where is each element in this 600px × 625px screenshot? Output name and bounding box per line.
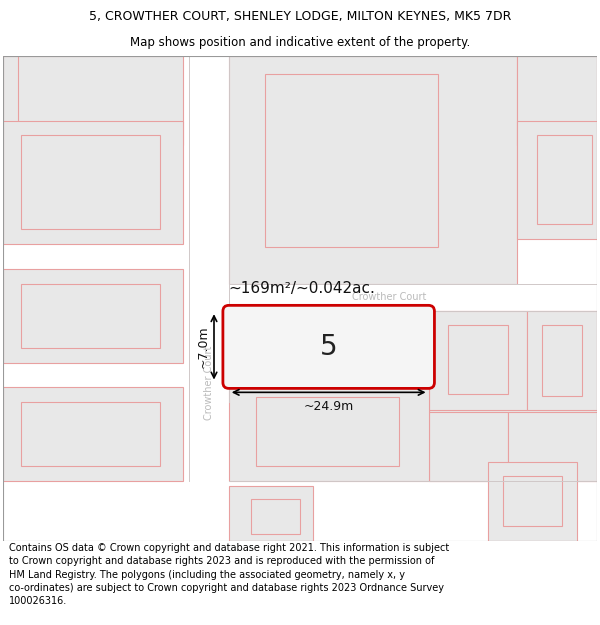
Bar — [21, 402, 160, 466]
Bar — [251, 499, 300, 534]
Bar — [508, 412, 596, 481]
Bar — [4, 388, 184, 481]
Text: ~24.9m: ~24.9m — [304, 400, 354, 413]
Bar — [428, 311, 527, 410]
Text: Map shows position and indicative extent of the property.: Map shows position and indicative extent… — [130, 36, 470, 49]
Text: Crowther Court: Crowther Court — [204, 345, 214, 419]
Bar — [189, 56, 229, 481]
Bar — [229, 56, 517, 284]
Text: 5, CROWTHER COURT, SHENLEY LODGE, MILTON KEYNES, MK5 7DR: 5, CROWTHER COURT, SHENLEY LODGE, MILTON… — [89, 11, 511, 23]
Bar — [428, 412, 508, 481]
Bar — [428, 311, 596, 481]
Bar — [229, 382, 428, 481]
Bar — [265, 74, 439, 247]
Bar — [503, 476, 562, 526]
Bar — [488, 461, 577, 541]
Bar — [256, 398, 399, 466]
Bar — [517, 56, 596, 145]
Text: ~169m²/~0.042ac.: ~169m²/~0.042ac. — [229, 281, 376, 296]
Bar — [542, 325, 582, 396]
Bar — [229, 486, 313, 541]
FancyBboxPatch shape — [223, 306, 434, 388]
Text: ~7.0m: ~7.0m — [197, 326, 210, 368]
Bar — [4, 121, 184, 244]
Bar — [537, 136, 592, 224]
Bar — [448, 325, 508, 394]
Text: Contains OS data © Crown copyright and database right 2021. This information is : Contains OS data © Crown copyright and d… — [9, 543, 449, 606]
Bar — [229, 284, 596, 311]
Bar — [4, 56, 18, 145]
Text: Crowther Court: Crowther Court — [352, 292, 426, 302]
Bar — [4, 56, 184, 145]
Bar — [21, 284, 160, 348]
Bar — [4, 269, 184, 362]
Bar — [21, 136, 160, 229]
Bar — [517, 121, 596, 239]
Bar — [189, 481, 596, 541]
Bar — [527, 311, 596, 410]
Text: 5: 5 — [320, 333, 337, 361]
